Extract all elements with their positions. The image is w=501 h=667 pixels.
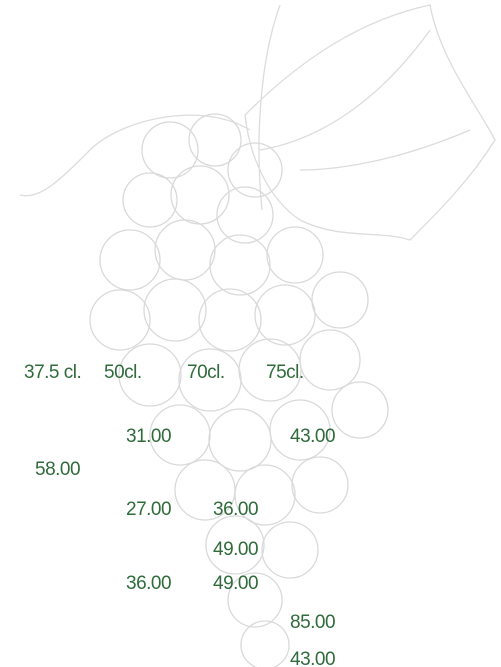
size-header: 50cl. — [104, 362, 142, 383]
price: 85.00 — [290, 612, 335, 633]
size-header: 75cl. — [266, 362, 304, 383]
price: 58.00 — [35, 459, 80, 480]
grape-illustration — [20, 5, 495, 667]
price: 36.00 — [126, 573, 171, 594]
price: 49.00 — [213, 539, 258, 560]
price: 43.00 — [290, 649, 335, 667]
price: 49.00 — [213, 573, 258, 594]
menu: 37.5 cl. 50cl. 70cl. 75cl. 31.00 43.00 58.00 27… — [0, 0, 501, 667]
page: 37.5 cl. 50cl. 70cl. 75cl. 31.00 43.00 58.00 27… — [0, 0, 501, 667]
price: 27.00 — [126, 499, 171, 520]
price: 43.00 — [290, 426, 335, 447]
price: 36.00 — [213, 499, 258, 520]
price: 31.00 — [126, 426, 171, 447]
size-header: 70cl. — [187, 362, 225, 383]
size-header: 37.5 cl. — [24, 362, 81, 383]
